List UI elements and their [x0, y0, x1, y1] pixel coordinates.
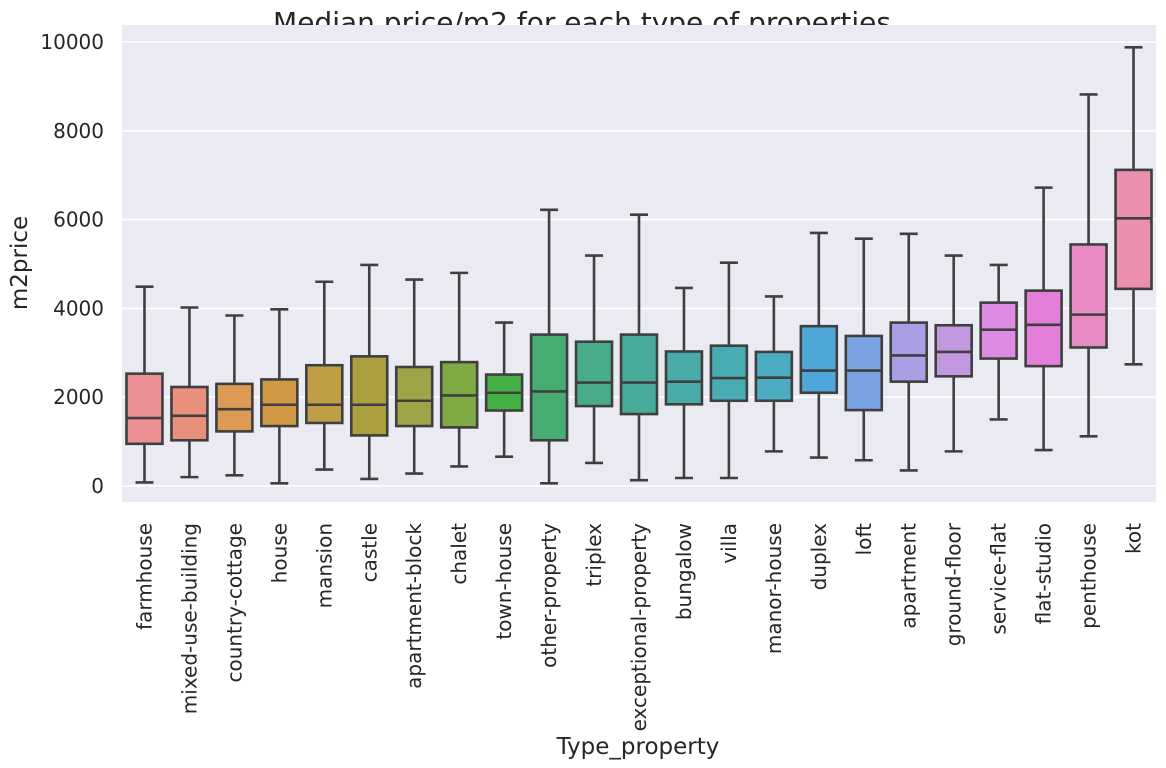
- box-iqr: [349, 355, 389, 437]
- box-villa: [709, 261, 749, 480]
- box-castle: [349, 263, 389, 481]
- box-iqr: [574, 340, 614, 408]
- box-mansion: [305, 280, 344, 471]
- x-tick-label: loft: [852, 523, 876, 555]
- box-bungalow: [664, 286, 704, 480]
- x-tick-label: duplex: [807, 523, 831, 591]
- box-kot: [1114, 46, 1153, 366]
- x-tick-label: ground-floor: [942, 522, 966, 646]
- x-tick-label: apartment-block: [402, 523, 426, 689]
- y-tick-label: 8000: [53, 119, 104, 143]
- x-tick-label: bungalow: [672, 523, 696, 620]
- box-iqr: [754, 350, 794, 403]
- box-ground-floor: [934, 254, 973, 453]
- box-iqr: [619, 333, 659, 416]
- x-tick-label: manor-house: [762, 523, 786, 654]
- box-iqr: [260, 378, 299, 428]
- box-iqr: [125, 372, 164, 446]
- box-iqr: [844, 334, 884, 412]
- x-tick-label: penthouse: [1077, 523, 1101, 629]
- box-manor-house: [754, 295, 794, 453]
- box-triplex: [574, 254, 614, 465]
- box-country-cottage: [215, 314, 254, 477]
- box-iqr: [170, 385, 209, 442]
- box-mixed-use-building: [170, 306, 209, 479]
- box-iqr: [305, 363, 344, 425]
- x-tick-label: flat-studio: [1032, 523, 1056, 624]
- x-tick-label: mixed-use-building: [177, 523, 201, 714]
- box-service-flat: [979, 263, 1018, 421]
- y-axis-ticks: 0 2000 4000 6000 8000 10000: [40, 30, 104, 498]
- x-axis-ticks: farmhouse mixed-use-building country-cotta…: [132, 522, 1145, 731]
- box-penthouse: [1069, 93, 1108, 438]
- x-tick-label: apartment: [897, 523, 921, 629]
- x-tick-label: country-cottage: [222, 523, 246, 683]
- x-tick-label: triplex: [582, 523, 606, 587]
- box-iqr: [889, 321, 929, 383]
- x-tick-label: chalet: [447, 523, 471, 585]
- box-iqr: [1114, 168, 1153, 291]
- x-tick-label: villa: [717, 523, 741, 564]
- x-tick-label: farmhouse: [132, 523, 156, 630]
- box-iqr: [799, 324, 839, 395]
- box-duplex: [799, 231, 839, 459]
- box-town-house: [484, 321, 524, 458]
- box-iqr: [709, 344, 749, 403]
- x-tick-label: town-house: [492, 523, 516, 640]
- x-tick-label: mansion: [312, 523, 336, 608]
- box-iqr: [529, 333, 569, 442]
- box-iqr: [394, 365, 434, 428]
- box-house: [260, 307, 299, 485]
- y-tick-label: 2000: [53, 385, 104, 409]
- x-tick-label: exceptional-property: [627, 523, 651, 732]
- y-axis-label: m2price: [7, 216, 33, 310]
- x-tick-label: house: [267, 523, 291, 583]
- box-apartment-block: [394, 278, 434, 475]
- x-tick-label: kot: [1122, 523, 1146, 554]
- box-exceptional-property: [619, 213, 659, 482]
- box-iqr: [664, 350, 704, 406]
- box-flat-studio: [1024, 186, 1063, 452]
- x-tick-label: service-flat: [987, 523, 1011, 635]
- box-iqr: [1069, 243, 1108, 349]
- box-other-property: [529, 208, 569, 485]
- y-tick-label: 0: [91, 474, 104, 498]
- box-farmhouse: [125, 285, 164, 484]
- box-chalet: [439, 271, 479, 468]
- x-tick-label: other-property: [537, 523, 561, 668]
- box-loft: [844, 237, 884, 462]
- y-tick-label: 10000: [40, 30, 104, 54]
- boxes: [125, 46, 1153, 485]
- x-axis-label: Type_property: [556, 734, 720, 760]
- box-iqr: [215, 382, 254, 433]
- y-tick-label: 6000: [53, 208, 104, 232]
- x-tick-label: castle: [357, 523, 381, 582]
- box-iqr: [1024, 289, 1063, 368]
- y-tick-label: 4000: [53, 296, 104, 320]
- box-apartment: [889, 232, 929, 472]
